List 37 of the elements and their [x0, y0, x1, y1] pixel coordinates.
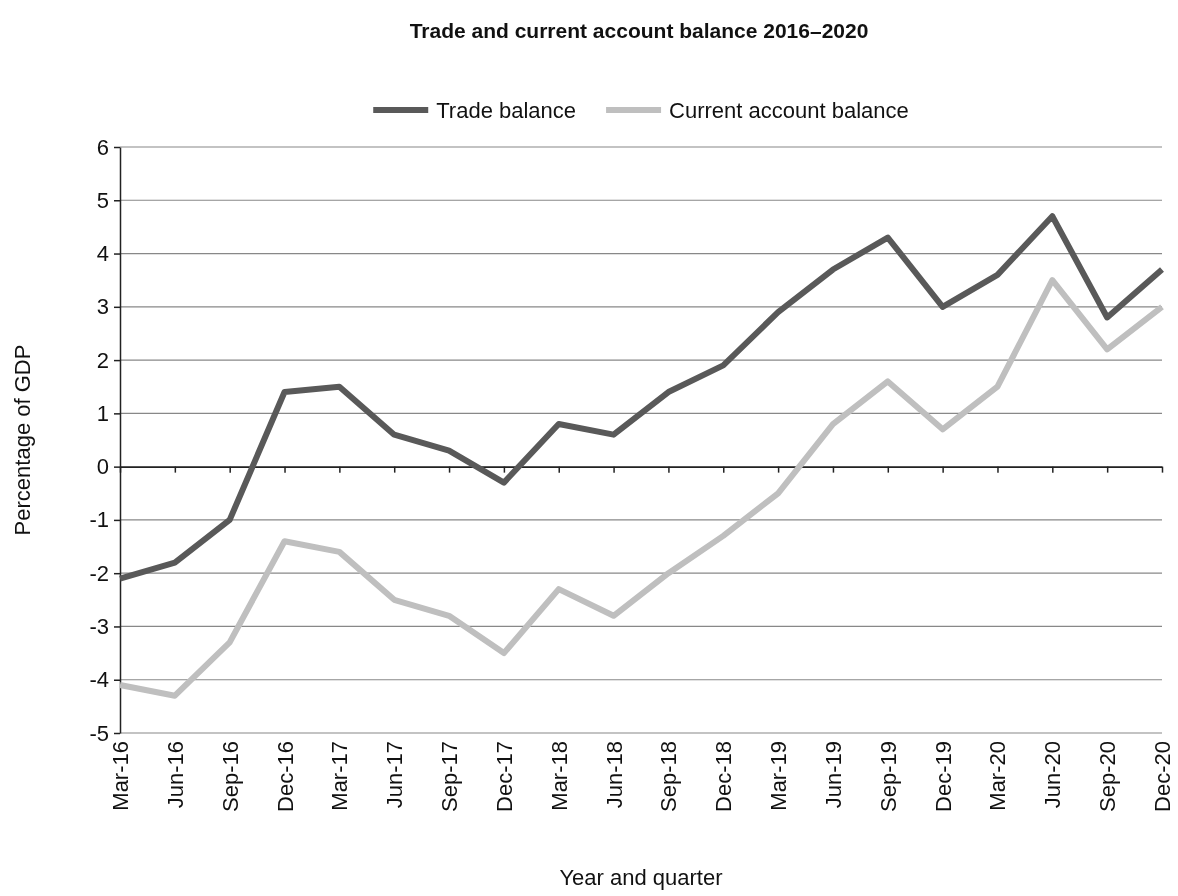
x-tick-label: Mar-19 — [766, 741, 792, 811]
y-tick-label: -3 — [89, 613, 109, 639]
y-tick-label: -5 — [89, 720, 109, 746]
x-tick-label: Dec-20 — [1150, 741, 1175, 812]
x-tick-label: Mar-16 — [108, 741, 133, 811]
x-tick-label: Sep-19 — [875, 741, 901, 812]
x-tick-label: Jun-20 — [1040, 741, 1066, 809]
x-axis-title: Year and quarter — [559, 865, 723, 890]
x-tick-label: Jun-17 — [382, 741, 408, 809]
x-tick-label: Mar-18 — [546, 741, 572, 811]
y-tick-label: 6 — [96, 134, 109, 160]
legend-label: Current account balance — [669, 98, 909, 123]
x-tick-label: Dec-17 — [491, 741, 517, 812]
y-tick-label: 2 — [96, 347, 109, 373]
x-tick-label: Jun-16 — [162, 741, 188, 809]
y-tick-label: 5 — [96, 187, 109, 213]
y-tick-label: -2 — [89, 560, 109, 586]
y-tick-label: 1 — [96, 400, 109, 426]
legend-label: Trade balance — [436, 98, 577, 123]
x-tick-label: Sep-17 — [437, 741, 463, 812]
x-tick-label: Mar-17 — [327, 741, 353, 811]
y-tick-label: 0 — [96, 454, 109, 480]
x-tick-label: Sep-20 — [1095, 741, 1121, 812]
y-tick-label: -4 — [89, 667, 109, 693]
y-tick-label: -1 — [89, 507, 109, 533]
x-tick-label: Sep-18 — [656, 741, 682, 812]
x-tick-label: Dec-19 — [930, 741, 956, 812]
x-tick-label: Jun-18 — [601, 741, 627, 809]
x-tick-label: Dec-16 — [272, 741, 298, 812]
chart-title: Trade and current account balance 2016–2020 — [409, 19, 869, 42]
y-tick-label: 3 — [96, 294, 109, 320]
x-tick-label: Dec-18 — [711, 741, 737, 812]
y-axis-title: Percentage of GDP — [10, 344, 35, 536]
y-tick-label: 4 — [96, 241, 109, 267]
x-tick-label: Sep-16 — [217, 741, 243, 812]
x-tick-label: Mar-20 — [985, 741, 1011, 811]
x-tick-label: Jun-19 — [820, 741, 846, 809]
